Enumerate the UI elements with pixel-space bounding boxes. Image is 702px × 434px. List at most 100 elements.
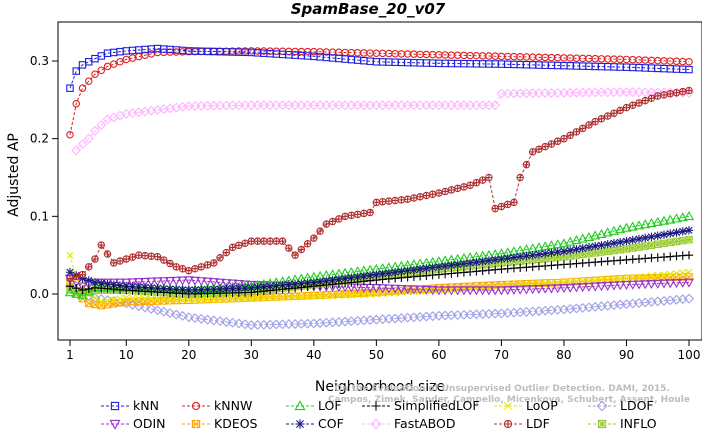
point-loop-k10	[122, 294, 130, 302]
point-ldf-k42	[322, 220, 331, 228]
point-loop-k24	[210, 296, 218, 304]
plot-frame	[57, 21, 702, 341]
point-odin-k68	[483, 286, 495, 296]
point-loop-k97	[666, 270, 674, 278]
point-odin-k11	[127, 278, 138, 288]
point-ldf-k62	[447, 186, 456, 194]
point-cof-k49	[365, 271, 375, 280]
point-odin-k87	[602, 281, 613, 291]
legend-item-fastabod: FastABOD	[362, 416, 456, 431]
point-ldf-k9	[116, 257, 124, 265]
point-inflo-k75	[528, 256, 537, 264]
legend-item-odin: ODIN	[101, 416, 166, 431]
point-inflo-k93	[641, 242, 649, 250]
point-lof-k91	[627, 221, 638, 231]
point-inflo-k74	[522, 256, 531, 265]
point-loop-k32	[260, 294, 268, 302]
point-ldf-k18	[172, 263, 181, 271]
point-simplifiedlof-k1	[65, 282, 75, 291]
legend-item-lof: LOF	[286, 398, 342, 413]
point-ldf-k24	[210, 259, 218, 267]
point-ldf-k41	[316, 227, 324, 235]
point-fastabod-k3	[77, 139, 88, 150]
point-cof-k8	[109, 280, 118, 289]
x-tick-label-90: 90	[619, 348, 634, 362]
point-loop-k16	[160, 295, 168, 303]
point-ldf-k74	[522, 161, 531, 169]
point-odin-k51	[377, 284, 388, 294]
point-ldf-k17	[166, 259, 174, 268]
point-cof-k57	[415, 264, 425, 274]
point-ldf-k77	[541, 142, 549, 151]
point-ldf-k21	[191, 265, 199, 273]
point-odin-k24	[208, 278, 219, 288]
point-cof-k63	[453, 260, 462, 269]
point-ldf-k27	[228, 243, 237, 252]
point-odin-k99	[677, 278, 688, 288]
point-odin-k65	[465, 286, 476, 296]
point-ldf-k5	[91, 255, 99, 263]
point-odin-k21	[189, 276, 201, 286]
point-knnw-k3	[78, 84, 87, 92]
point-ldf-k90	[622, 103, 631, 112]
point-ldf-k57	[416, 193, 424, 201]
point-loop-k49	[366, 290, 374, 298]
point-cof-k72	[509, 253, 519, 262]
point-cof-k92	[634, 234, 644, 244]
point-loop-k43	[329, 292, 337, 300]
point-cof-k25	[215, 284, 225, 294]
point-lof-k1	[64, 287, 76, 297]
legend-marker-knnw	[191, 401, 201, 411]
point-odin-k66	[471, 286, 482, 296]
point-cof-k31	[253, 283, 262, 292]
point-cof-k96	[659, 230, 669, 239]
point-ldof-k18	[171, 309, 182, 320]
point-simplifiedlof-k44	[334, 279, 344, 288]
point-ldf-k45	[341, 212, 349, 221]
point-ldf-k67	[478, 176, 487, 184]
point-knnw-k100	[685, 58, 693, 66]
point-odin-k64	[458, 286, 470, 296]
point-odin-k71	[502, 286, 513, 296]
point-cof-k71	[503, 254, 512, 263]
y-tick-label-0: 0.0	[30, 287, 49, 301]
point-loop-k22	[197, 296, 205, 304]
point-ldof-k5	[90, 292, 100, 303]
point-ldf-k37	[291, 251, 299, 259]
point-loop-k29	[241, 295, 249, 303]
point-cof-k93	[641, 233, 650, 243]
x-tick-label-60: 60	[431, 348, 446, 362]
point-loop-k12	[135, 294, 143, 302]
point-ldof-k15	[152, 305, 163, 316]
point-cof-k69	[490, 255, 500, 265]
point-odin-k97	[665, 279, 676, 289]
point-ldf-k64	[460, 183, 468, 191]
series-knnw	[66, 47, 693, 139]
point-odin-k63	[452, 286, 463, 296]
legend-item-simplifiedlof: SimplifiedLOF	[362, 398, 480, 413]
legend-label-fastabod: FastABOD	[394, 416, 456, 431]
point-odin-k98	[671, 279, 682, 289]
point-odin-k100	[683, 278, 695, 288]
point-cof-k28	[234, 284, 244, 293]
point-cof-k6	[97, 278, 106, 288]
legend-label-ldf: LDF	[526, 416, 550, 431]
point-odin-k85	[590, 282, 601, 292]
point-lof-k79	[552, 239, 563, 249]
point-cof-k64	[459, 259, 469, 268]
point-odin-k90	[621, 280, 632, 290]
point-knnw-k7	[103, 62, 112, 71]
legend-item-kdeos: KDEOS	[182, 416, 258, 431]
point-cof-k68	[484, 256, 494, 265]
point-loop-k59	[429, 286, 437, 295]
point-lof-k93	[640, 219, 651, 229]
point-ldf-k36	[285, 244, 293, 252]
legend-item-knn: kNN	[101, 398, 159, 413]
series-ldf	[66, 86, 693, 283]
point-inflo-k99	[678, 236, 687, 245]
point-odin-k19	[177, 276, 188, 286]
point-loop-k100	[685, 268, 693, 276]
point-odin-k26	[221, 279, 232, 289]
point-cof-k3	[78, 274, 87, 283]
